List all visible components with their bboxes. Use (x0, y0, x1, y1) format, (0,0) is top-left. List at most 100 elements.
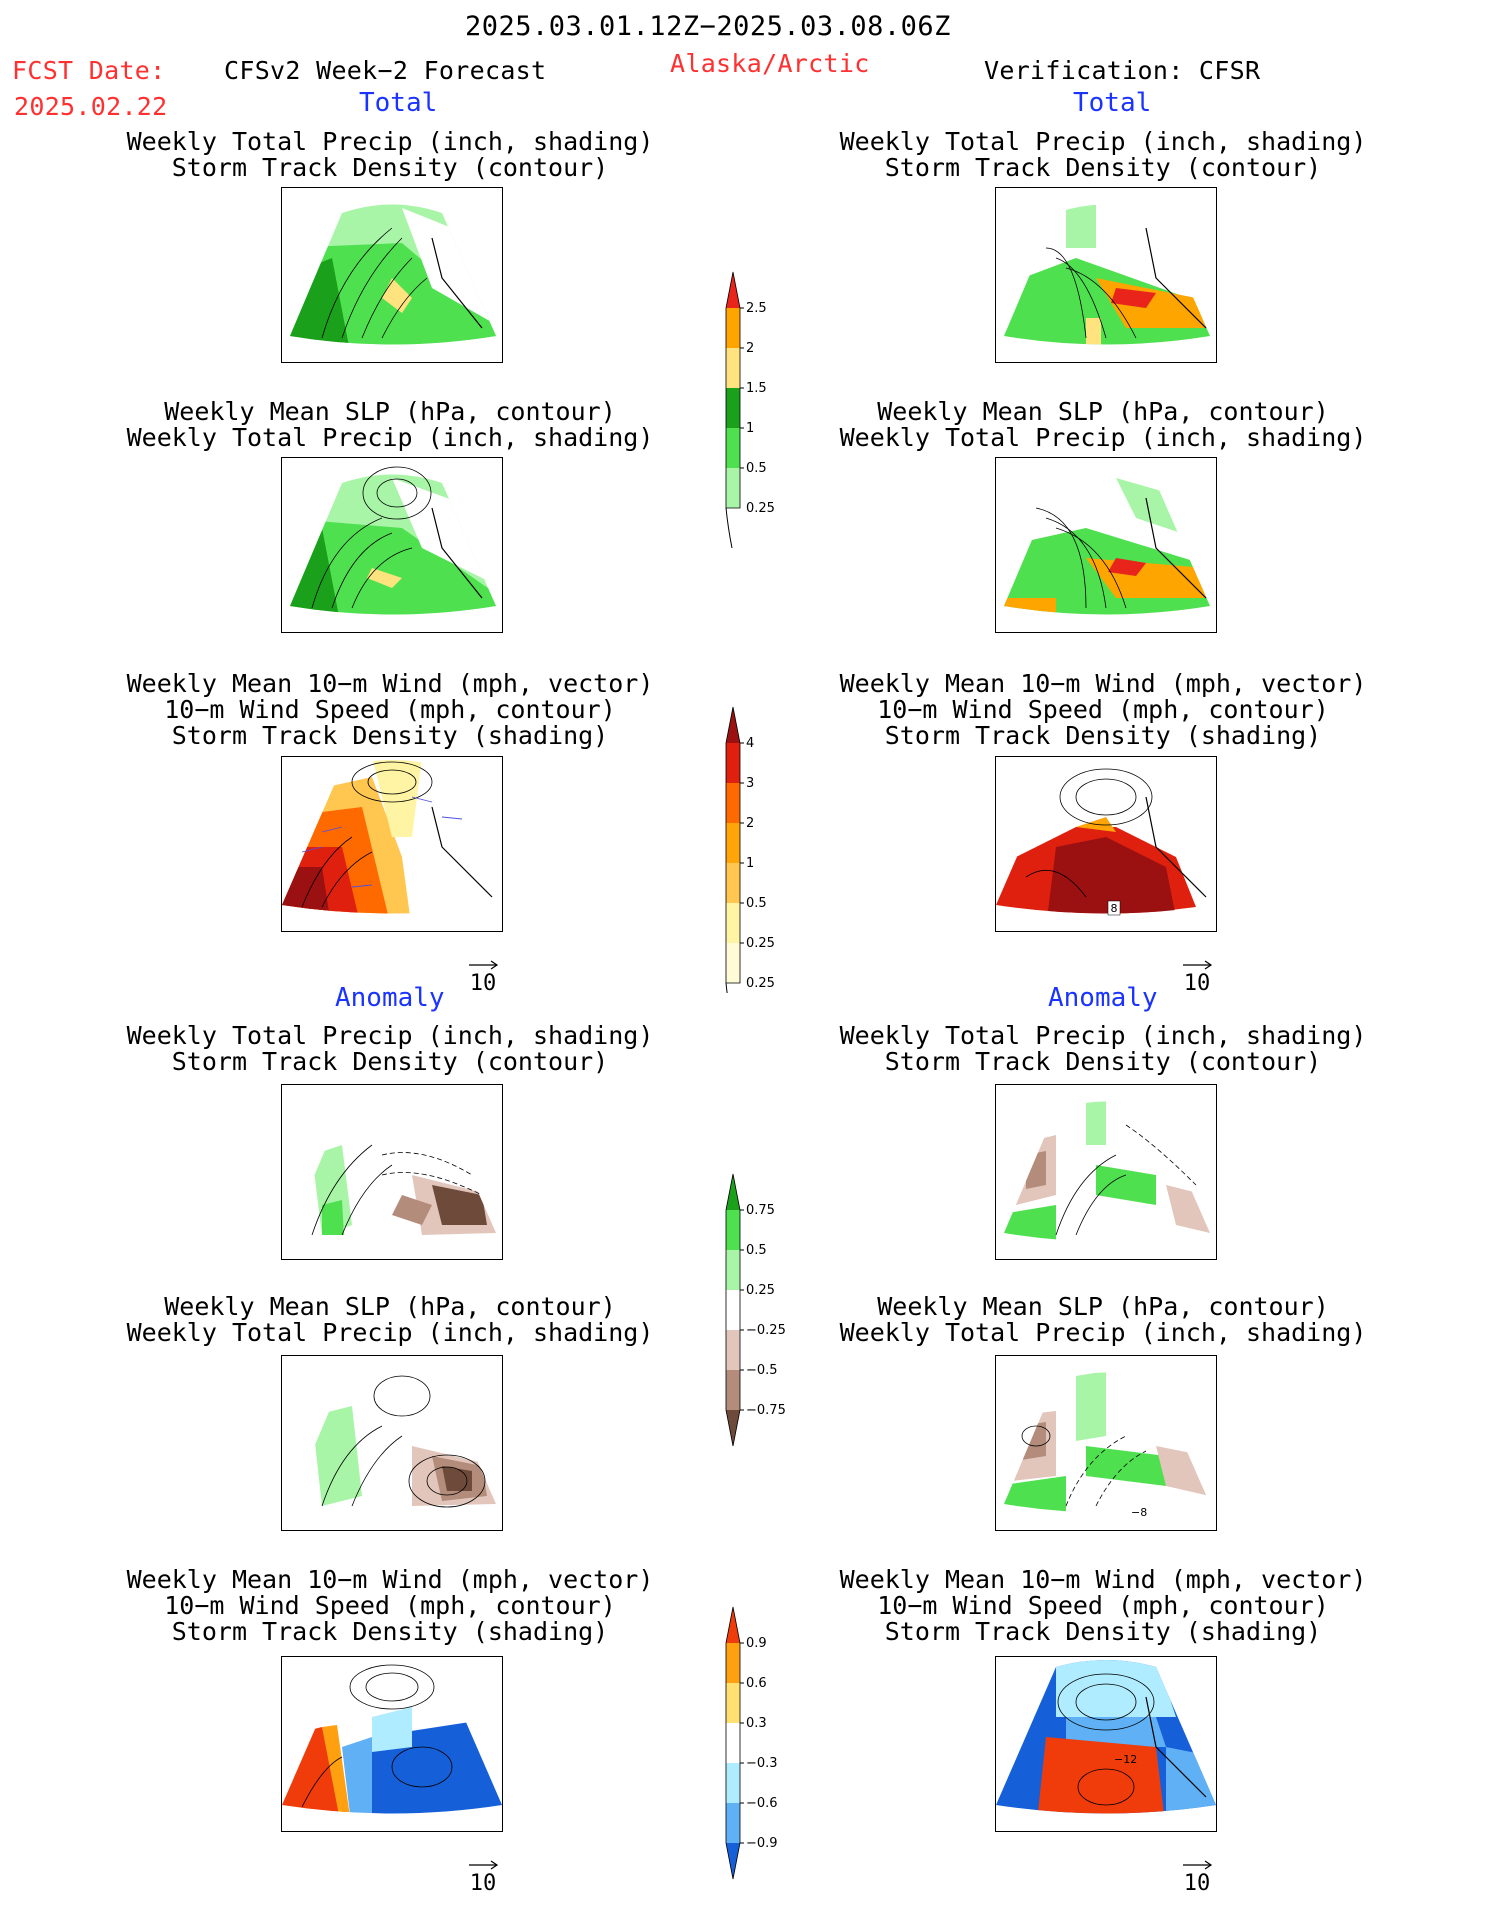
colorbar-segment (726, 348, 740, 388)
colorbar-top-triangle (726, 1174, 740, 1210)
title-line-2: Weekly Total Precip (inch, shading) (126, 1318, 654, 1347)
title-line-1: Weekly Total Precip (inch, shading) (839, 127, 1367, 156)
vector-ref-left-total: 10 (463, 959, 503, 996)
section-total-right: Total (1073, 88, 1152, 118)
map-right-wind-anom: −12 (995, 1656, 1217, 1832)
colorbar-bottom-triangle (726, 1410, 740, 1446)
colorbar-outline (725, 271, 741, 509)
title-line-1: Weekly Total Precip (inch, shading) (126, 127, 654, 156)
fcst-date-value: 2025.02.22 (14, 92, 168, 121)
title-line-3: Storm Track Density (shading) (884, 1617, 1322, 1646)
title-right-precip-total: Weekly Total Precip (inch, shading) Stor… (823, 129, 1383, 181)
colorbar-segment (726, 783, 740, 823)
vector-ref-value: 10 (1183, 1871, 1211, 1896)
title-line-2: Storm Track Density (contour) (171, 1047, 609, 1076)
vector-ref-right-total: 10 (1177, 959, 1217, 996)
colorbar-tick-label: −0.3 (746, 1756, 778, 1771)
colorbar-precip-total: 2.5 2 1.5 1 0.5 0.25 (725, 271, 775, 549)
colorbar-tick-label: 1.5 (746, 381, 767, 396)
colorbar-segment (726, 1723, 740, 1763)
vector-ref-right-anom: 10 (1177, 1859, 1217, 1896)
colorbar-outline (725, 1606, 741, 1880)
title-line-2: Storm Track Density (contour) (171, 153, 609, 182)
title-line-2: 10−m Wind Speed (mph, contour) (877, 1591, 1329, 1620)
section-anomaly-right: Anomaly (1048, 983, 1158, 1013)
colorbar-segment (726, 1370, 740, 1410)
colorbar-segment (726, 1683, 740, 1723)
panel-label: −8 (1131, 1506, 1147, 1519)
title-right-wind-total: Weekly Mean 10−m Wind (mph, vector) 10−m… (823, 671, 1383, 749)
map-right-precip-total (995, 187, 1217, 363)
title-line-1: Weekly Mean SLP (hPa, contour) (164, 1292, 616, 1321)
title-line-2: Weekly Total Precip (inch, shading) (839, 1318, 1367, 1347)
title-line-3: Storm Track Density (shading) (171, 1617, 609, 1646)
title-line-1: Weekly Mean SLP (hPa, contour) (877, 397, 1329, 426)
colorbar-segment (726, 1763, 740, 1803)
title-line-1: Weekly Mean SLP (hPa, contour) (877, 1292, 1329, 1321)
colorbar-top-triangle (726, 272, 740, 308)
colorbar-segment (726, 903, 740, 943)
vector-ref-value: 10 (469, 1871, 497, 1896)
period-title: 2025.03.01.12Z−2025.03.08.06Z (465, 11, 951, 42)
colorbar-tick-label: 0.6 (746, 1676, 767, 1691)
panel-label: 8 (1111, 902, 1118, 915)
arrow-right-icon (1183, 960, 1213, 970)
title-line-2: Storm Track Density (contour) (884, 1047, 1322, 1076)
colorbar-tick-label: 0.5 (746, 896, 767, 911)
colorbar-segment (726, 1290, 740, 1330)
map-right-wind-total: 8 (995, 756, 1217, 932)
colorbar-tick-label: 0.3 (746, 1716, 767, 1731)
title-line-2: Weekly Total Precip (inch, shading) (126, 423, 654, 452)
colorbar-segment (726, 823, 740, 863)
colorbar-precip-anom: 0.75 0.5 0.25 −0.25 −0.5 −0.75 (725, 1173, 786, 1447)
colorbar-tick-label: −0.9 (746, 1836, 778, 1851)
title-line-1: Weekly Mean 10−m Wind (mph, vector) (839, 1565, 1367, 1594)
title-right-precip-anom: Weekly Total Precip (inch, shading) Stor… (823, 1023, 1383, 1075)
title-line-1: Weekly Mean 10−m Wind (mph, vector) (839, 669, 1367, 698)
colorbar-tick-label: 2 (746, 341, 754, 356)
colorbar-segment (726, 1330, 740, 1370)
colorbar-tick-label: 1 (746, 856, 754, 871)
colorbar-tick-label: 0.9 (746, 1636, 767, 1651)
colorbar-tick-label: 2.5 (746, 301, 767, 316)
verification-label: Verification: CFSR (984, 56, 1261, 85)
forecast-label: CFSv2 Week−2 Forecast (224, 56, 547, 85)
colorbar-tick-label: 0.25 (746, 501, 775, 516)
title-line-2: 10−m Wind Speed (mph, contour) (877, 695, 1329, 724)
vector-ref-value: 10 (469, 971, 497, 996)
colorbar-tick-label: −0.6 (746, 1796, 778, 1811)
title-left-wind-total: Weekly Mean 10−m Wind (mph, vector) 10−m… (110, 671, 670, 749)
map-right-slp-total (995, 457, 1217, 633)
title-line-3: Storm Track Density (shading) (884, 721, 1322, 750)
colorbar-tail (725, 507, 733, 549)
colorbar-storm-total: 4 3 2 1 0.5 0.25 0.25 (725, 706, 775, 993)
colorbar-tick-label: 3 (746, 776, 754, 791)
arrow-right-icon (1183, 1860, 1213, 1870)
region-label: Alaska/Arctic (670, 49, 870, 78)
title-line-3: Storm Track Density (shading) (171, 721, 609, 750)
colorbar-segment (726, 863, 740, 903)
colorbar-storm-anom: 0.9 0.6 0.3 −0.3 −0.6 −0.9 (725, 1606, 778, 1880)
colorbar-tick-label: 2 (746, 816, 754, 831)
colorbar-tick-label: 0.5 (746, 1243, 767, 1258)
map-left-wind-anom (281, 1656, 503, 1832)
colorbar-segment (726, 943, 740, 983)
colorbar-tick-label: 0.25 (746, 1283, 775, 1298)
panel-label: −12 (1114, 1753, 1137, 1766)
vector-ref-left-anom: 10 (463, 1859, 503, 1896)
colorbar-tick-label: 0.25 (746, 936, 775, 951)
colorbar-outline (725, 1173, 741, 1447)
section-anomaly-left: Anomaly (335, 983, 445, 1013)
title-line-1: Weekly Mean 10−m Wind (mph, vector) (126, 669, 654, 698)
map-left-precip-total (281, 187, 503, 363)
map-left-slp-anom (281, 1355, 503, 1531)
colorbar-top-triangle (726, 1607, 740, 1643)
colorbar-tick-label: −0.25 (746, 1323, 786, 1338)
section-total-left: Total (359, 88, 438, 118)
colorbar-tail (725, 982, 728, 993)
title-line-1: Weekly Total Precip (inch, shading) (839, 1021, 1367, 1050)
fcst-date-label: FCST Date: (12, 56, 166, 85)
title-right-slp-total: Weekly Mean SLP (hPa, contour) Weekly To… (823, 399, 1383, 451)
title-line-1: Weekly Mean SLP (hPa, contour) (164, 397, 616, 426)
colorbar-tick-label: 4 (746, 736, 754, 751)
